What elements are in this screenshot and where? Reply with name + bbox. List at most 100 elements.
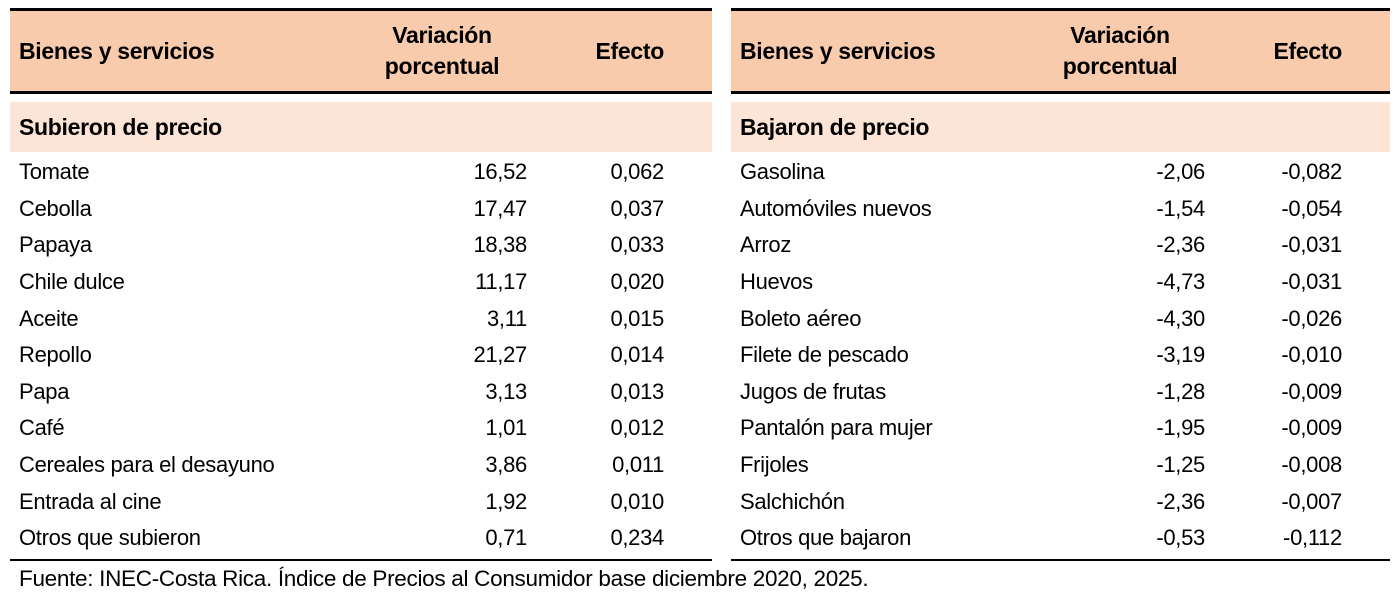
- table-row: Boleto aéreo -4,30 -0,026: [731, 300, 1390, 337]
- goods-label: Arroz: [740, 232, 792, 258]
- variation-value: -0,53: [1156, 525, 1205, 551]
- effect-value: 0,234: [610, 525, 664, 551]
- goods-label: Papaya: [19, 232, 92, 258]
- table-row: Huevos -4,73 -0,031: [731, 264, 1390, 301]
- effect-value: -0,031: [1281, 269, 1342, 295]
- table-row: Entrada al cine 1,92 0,010: [10, 483, 712, 520]
- table-header-subieron: Bienes y servicios Variación porcentual …: [10, 11, 712, 94]
- table-row: Café 1,01 0,012: [10, 410, 712, 447]
- goods-label: Otros que subieron: [19, 525, 201, 551]
- section-header-bajaron: Bajaron de precio: [731, 102, 1390, 152]
- variation-value: 3,11: [487, 305, 527, 331]
- column-header-variation: Variación porcentual: [1062, 21, 1178, 79]
- table-row: Jugos de frutas -1,28 -0,009: [731, 374, 1390, 411]
- effect-value: 0,014: [610, 342, 664, 368]
- price-table-bajaron: Bienes y servicios Variación porcentual …: [731, 8, 1390, 561]
- effect-value: -0,008: [1281, 452, 1342, 478]
- variation-value: 3,86: [485, 452, 527, 478]
- table-row: Cebolla 17,47 0,037: [10, 191, 712, 228]
- variation-value: 17,47: [473, 195, 527, 221]
- source-note: Fuente: INEC-Costa Rica. Índice de Preci…: [19, 565, 869, 591]
- goods-label: Repollo: [19, 342, 92, 368]
- table-body-bajaron: Gasolina -2,06 -0,082 Automóviles nuevos -1,…: [731, 152, 1390, 559]
- table-row: Arroz -2,36 -0,031: [731, 227, 1390, 264]
- variation-value: -1,28: [1156, 378, 1205, 404]
- effect-value: -0,010: [1281, 342, 1342, 368]
- goods-label: Automóviles nuevos: [740, 195, 932, 221]
- goods-label: Chile dulce: [19, 269, 125, 295]
- table-row: Pantalón para mujer -1,95 -0,009: [731, 410, 1390, 447]
- effect-value: 0,037: [610, 195, 664, 221]
- variation-value: -1,54: [1156, 195, 1205, 221]
- variation-value: 1,92: [485, 488, 527, 514]
- table-row: Aceite 3,11 0,015: [10, 300, 712, 337]
- variation-value: 11,17: [475, 269, 527, 295]
- goods-label: Pantalón para mujer: [740, 415, 933, 441]
- goods-label: Entrada al cine: [19, 488, 162, 514]
- effect-value: -0,112: [1283, 525, 1342, 551]
- effect-value: 0,062: [610, 159, 664, 185]
- effect-value: 0,010: [610, 488, 664, 514]
- column-header-goods: Bienes y servicios: [740, 37, 936, 64]
- table-row: Frijoles -1,25 -0,008: [731, 447, 1390, 484]
- effect-value: 0,013: [610, 378, 664, 404]
- goods-label: Otros que bajaron: [740, 525, 912, 551]
- effect-value: -0,026: [1281, 305, 1342, 331]
- goods-label: Boleto aéreo: [740, 305, 862, 331]
- variation-value: 18,38: [473, 232, 527, 258]
- goods-label: Cereales para el desayuno: [19, 452, 275, 478]
- table-row: Salchichón -2,36 -0,007: [731, 483, 1390, 520]
- variation-value: 3,13: [485, 378, 527, 404]
- goods-label: Papa: [19, 378, 70, 404]
- table-row: Papa 3,13 0,013: [10, 374, 712, 411]
- variation-value: -2,36: [1156, 488, 1205, 514]
- column-header-effect: Efecto: [1273, 37, 1343, 64]
- goods-label: Café: [19, 415, 65, 441]
- goods-label: Tomate: [19, 159, 90, 185]
- table-row: Repollo 21,27 0,014: [10, 337, 712, 374]
- price-table-subieron: Bienes y servicios Variación porcentual …: [10, 8, 712, 561]
- column-header-goods: Bienes y servicios: [19, 37, 215, 64]
- goods-label: Aceite: [19, 305, 79, 331]
- effect-value: 0,033: [610, 232, 664, 258]
- column-header-effect: Efecto: [595, 37, 665, 64]
- goods-label: Gasolina: [740, 159, 825, 185]
- effect-value: 0,015: [610, 305, 664, 331]
- effect-value: -0,054: [1281, 195, 1342, 221]
- table-row: Otros que bajaron -0,53 -0,112: [731, 520, 1390, 557]
- table-row: Filete de pescado -3,19 -0,010: [731, 337, 1390, 374]
- effect-value: 0,011: [612, 452, 664, 478]
- goods-label: Jugos de frutas: [740, 378, 886, 404]
- variation-value: -2,36: [1156, 232, 1205, 258]
- table-header-bajaron: Bienes y servicios Variación porcentual …: [731, 11, 1390, 94]
- goods-label: Frijoles: [740, 452, 809, 478]
- effect-value: -0,082: [1281, 159, 1342, 185]
- table-row: Chile dulce 11,17 0,020: [10, 264, 712, 301]
- table-row: Cereales para el desayuno 3,86 0,011: [10, 447, 712, 484]
- variation-value: 21,27: [473, 342, 527, 368]
- table-row: Tomate 16,52 0,062: [10, 154, 712, 191]
- table-row: Gasolina -2,06 -0,082: [731, 154, 1390, 191]
- tables-row: Bienes y servicios Variación porcentual …: [10, 8, 1390, 561]
- variation-value: 0,71: [485, 525, 527, 551]
- variation-value: -1,25: [1156, 452, 1205, 478]
- goods-label: Cebolla: [19, 195, 92, 221]
- effect-value: 0,020: [610, 269, 664, 295]
- table-body-subieron: Tomate 16,52 0,062 Cebolla 17,47 0,037 Papaya 1…: [10, 152, 712, 559]
- effect-value: -0,007: [1281, 488, 1342, 514]
- table-row: Papaya 18,38 0,033: [10, 227, 712, 264]
- column-header-variation: Variación porcentual: [384, 21, 500, 79]
- goods-label: Filete de pescado: [740, 342, 909, 368]
- section-header-subieron: Subieron de precio: [10, 102, 712, 152]
- variation-value: -1,95: [1156, 415, 1205, 441]
- goods-label: Salchichón: [740, 488, 845, 514]
- effect-value: -0,009: [1281, 378, 1342, 404]
- variation-value: -3,19: [1156, 342, 1205, 368]
- variation-value: 1,01: [485, 415, 527, 441]
- variation-value: -2,06: [1156, 159, 1205, 185]
- table-row: Otros que subieron 0,71 0,234: [10, 520, 712, 557]
- table-row: Automóviles nuevos -1,54 -0,054: [731, 191, 1390, 228]
- variation-value: -4,30: [1156, 305, 1205, 331]
- effect-value: -0,031: [1281, 232, 1342, 258]
